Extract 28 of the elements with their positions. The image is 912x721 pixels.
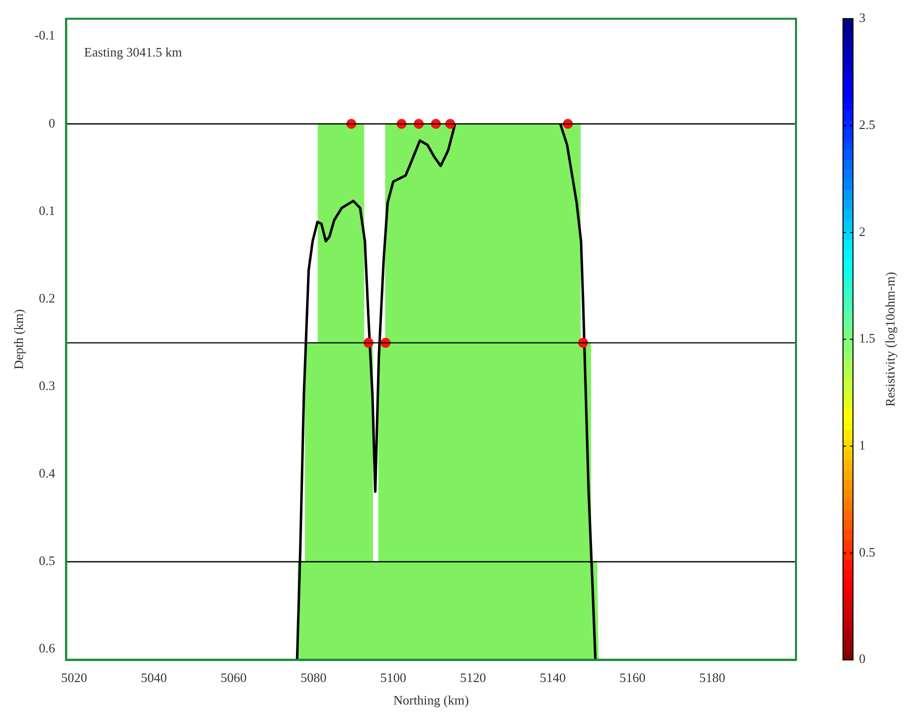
color-bar-label: 2 [859,224,866,239]
y-axis-title: Depth (km) [11,309,26,370]
y-tick-label: 0.4 [38,466,56,481]
x-tick-label: 5020 [61,670,88,686]
x-tick-label: 5160 [619,670,646,686]
y-tick-label: 0.3 [38,378,56,394]
color-bar-label: 1 [859,438,866,453]
x-tick-label: 5180 [699,670,726,686]
x-tick-label: 5060 [220,670,247,686]
color-bar-title: Resistivity (log10ohm-m) [882,272,898,407]
x-tick-label: 5140 [540,670,566,686]
color-bar-label: 1.5 [859,330,876,346]
x-tick-label: 5040 [140,670,167,686]
x-tick-label: 5120 [460,670,486,686]
x-axis-title: Northing (km) [393,692,469,708]
color-bar-label: 2.5 [859,117,876,132]
annotation: Easting 3041.5 km [84,44,182,60]
y-tick-label: 0.1 [38,202,56,218]
color-bar-label: 0.5 [859,544,876,560]
x-tick-label: 5100 [380,670,406,686]
color-bar-label: 3 [859,10,866,26]
y-tick-label: 0 [48,115,56,130]
y-tick-label: 0.6 [38,640,56,656]
y-tick-label: 0.2 [38,290,56,306]
color-bar-label: 0 [859,651,866,666]
y-tick-label: 0.5 [38,553,56,568]
x-tick-label: 5080 [300,670,326,686]
y-tick-label: -0.1 [34,28,56,43]
